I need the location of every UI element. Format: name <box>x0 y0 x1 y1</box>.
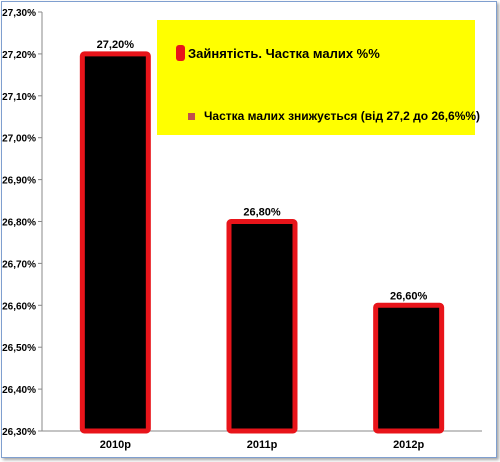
x-tick-label: 2011р <box>247 439 278 451</box>
bar-2012р <box>373 302 445 434</box>
legend-box <box>157 20 475 135</box>
x-tick-label: 2010р <box>100 439 131 451</box>
legend-swatch-note <box>188 113 195 120</box>
y-axis-ticks: 26,30% 26,40% 26,50% 26,60% 26,70% 26,80% 26,9… <box>2 8 42 438</box>
x-axis-labels: 2010р 2011р 2012р <box>100 439 425 451</box>
y-tick-label: 27,00% <box>2 134 36 145</box>
legend-label-series: Зайнятість. Частка малих %% <box>188 46 380 61</box>
y-tick-label: 27,10% <box>2 92 36 103</box>
bar-data-label: 27,20% <box>97 39 135 51</box>
y-tick-label: 26,30% <box>2 427 36 438</box>
legend: Зайнятість. Частка малих %% Частка малих… <box>157 20 480 135</box>
legend-label-note: Частка малих знижується (від 27,2 до 26,… <box>204 109 480 123</box>
bar-2010р <box>79 51 151 434</box>
y-tick-label: 26,60% <box>2 301 36 312</box>
y-tick-label: 26,90% <box>2 176 36 187</box>
y-tick-label: 27,30% <box>2 8 36 19</box>
bar-data-label: 26,80% <box>243 207 281 219</box>
legend-swatch-series <box>176 45 185 61</box>
y-tick-label: 26,70% <box>2 259 36 270</box>
y-tick-label: 26,50% <box>2 343 36 354</box>
y-tick-label: 26,40% <box>2 385 36 396</box>
bar-data-label: 26,60% <box>390 290 428 302</box>
y-tick-label: 27,20% <box>2 50 36 61</box>
bar-chart: 26,30% 26,40% 26,50% 26,60% 26,70% 26,80% 26,9… <box>2 8 482 451</box>
bar-2011р <box>226 219 298 434</box>
bars: 27,20% 26,80% 26,60% <box>79 39 445 434</box>
x-tick-label: 2012р <box>393 439 424 451</box>
y-tick-label: 26,80% <box>2 218 36 229</box>
